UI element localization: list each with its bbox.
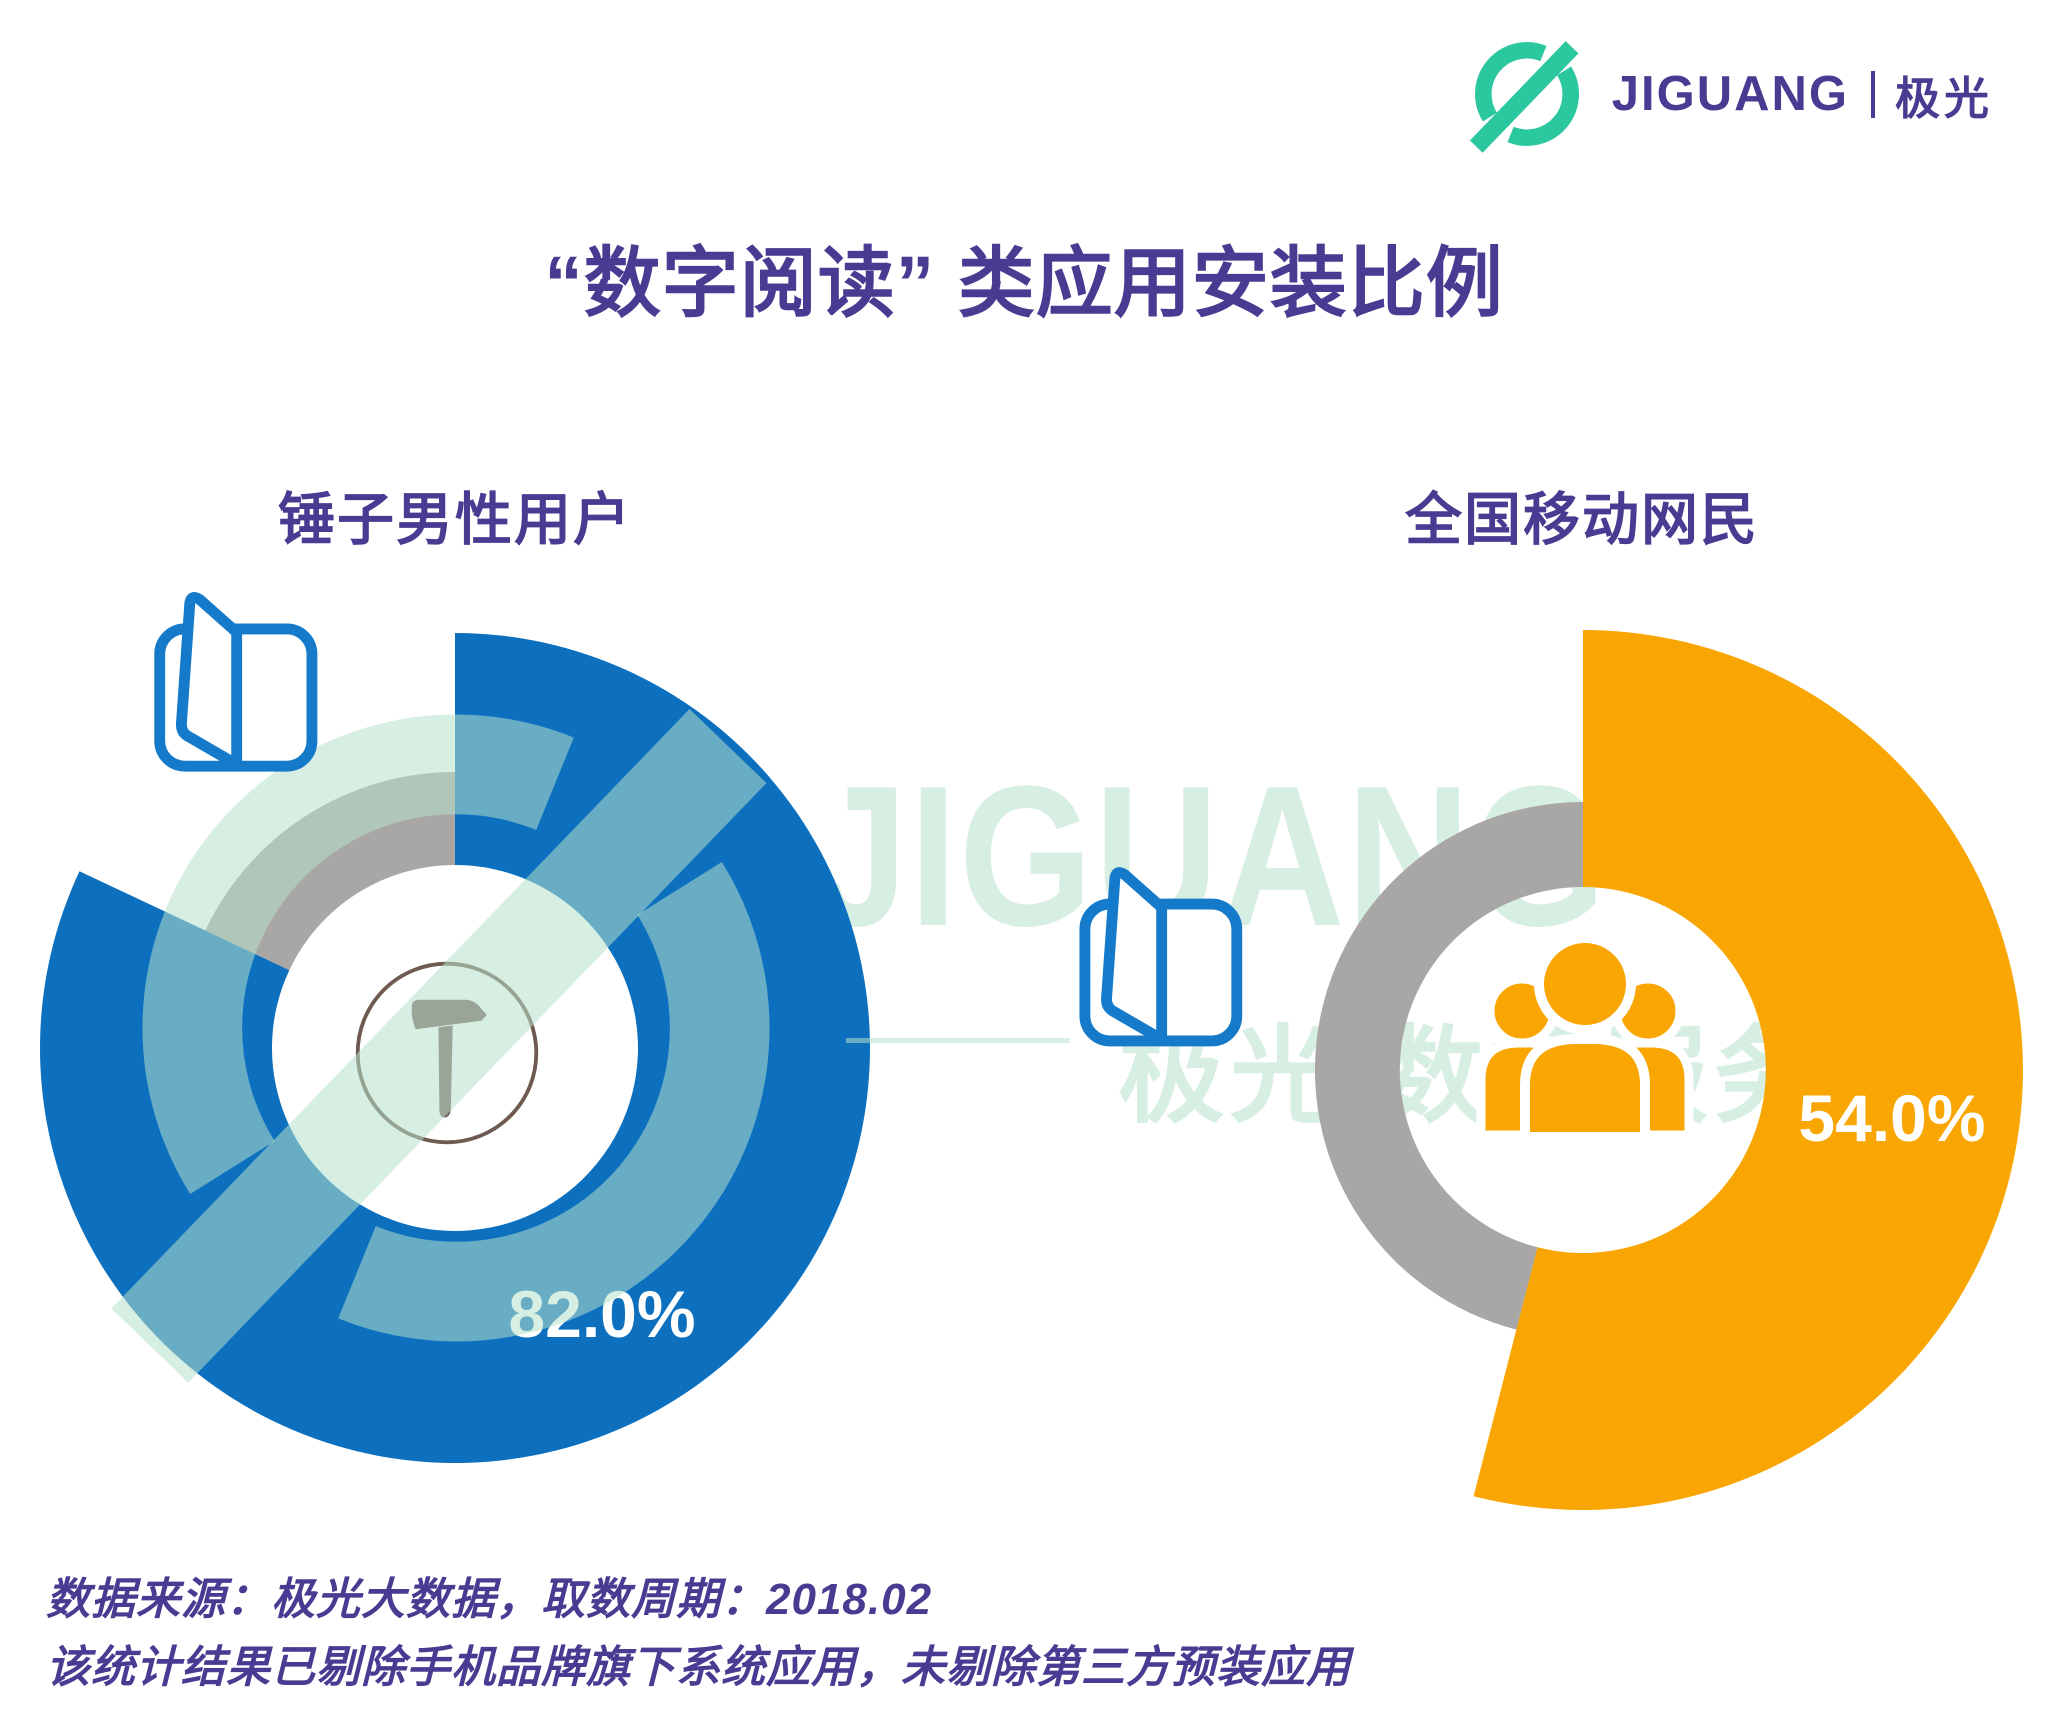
donut-sector-remainder	[205, 772, 455, 971]
people-group-icon	[1476, 937, 1694, 1137]
open-book-icon	[143, 588, 327, 782]
donut-sector-remainder	[1314, 802, 1583, 1330]
smartisan-hammer-logo-icon	[355, 961, 539, 1145]
open-book-icon	[1066, 864, 1254, 1056]
brand-name-en: JIGUANG	[1611, 67, 1849, 121]
page-title: “数字阅读” 类应用安装比例	[544, 241, 1504, 327]
footnote: 数据来源：极光大数据，取数周期：2018.02 该统计结果已剔除手机品牌旗下系统…	[46, 1566, 1351, 1702]
footnote-source-line: 数据来源：极光大数据，取数周期：2018.02	[46, 1575, 933, 1624]
footnote-method-line: 该统计结果已剔除手机品牌旗下系统应用，未剔除第三方预装应用	[46, 1643, 1351, 1692]
group-label-national-mobile-netizens: 全国移动网民	[1405, 488, 1759, 552]
donut-sector-value	[1473, 630, 2023, 1510]
brand-separator	[1870, 70, 1875, 118]
brand-name-cn: 极光	[1894, 72, 1993, 124]
value-label-left-donut: 82.0%	[508, 1277, 696, 1351]
brand-header: JIGUANG 极光	[1468, 34, 1993, 154]
watermark-text-cn: 极光 数据服务	[1118, 1018, 1826, 1136]
value-label-right-donut: 54.0%	[1798, 1081, 1986, 1155]
group-label-smartisan-male-users: 锤子男性用户	[278, 488, 632, 552]
